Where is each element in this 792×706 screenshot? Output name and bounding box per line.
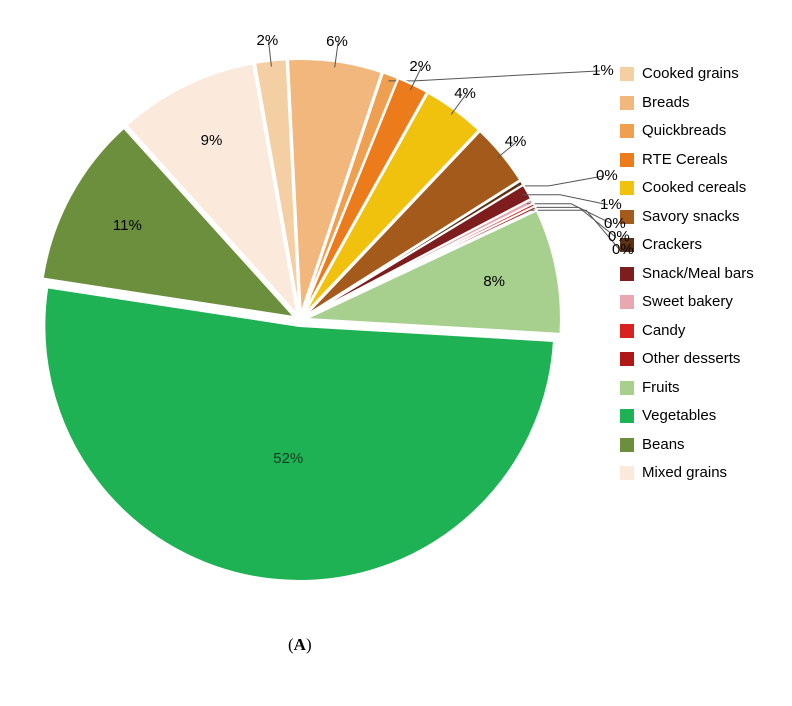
slice-pct-label: 1% (592, 62, 614, 79)
legend-item: Breads (620, 89, 754, 118)
slice-pct-label: 4% (505, 133, 527, 150)
legend-item: Other desserts (620, 345, 754, 374)
legend-item: Sweet bakery (620, 288, 754, 317)
slice-pct-label: 0% (596, 167, 618, 184)
legend-swatch (620, 466, 634, 480)
legend-swatch (620, 267, 634, 281)
legend-swatch (620, 352, 634, 366)
slice-pct-label: 2% (257, 32, 279, 49)
legend-label: RTE Cereals (642, 146, 728, 175)
legend-item: Fruits (620, 374, 754, 403)
legend-item: Savory snacks (620, 203, 754, 232)
legend-item: Quickbreads (620, 117, 754, 146)
legend-label: Beans (642, 431, 685, 460)
legend-swatch (620, 181, 634, 195)
legend-label: Fruits (642, 374, 680, 403)
legend-swatch (620, 295, 634, 309)
slice-pct-label: 11% (113, 217, 142, 234)
slice-pct-label: 2% (409, 58, 431, 75)
legend-swatch (620, 438, 634, 452)
legend-swatch (620, 381, 634, 395)
legend-swatch (620, 409, 634, 423)
legend-label: Mixed grains (642, 459, 727, 488)
legend-swatch (620, 324, 634, 338)
legend-item: Beans (620, 431, 754, 460)
legend-swatch (620, 67, 634, 81)
slice-pct-label: 6% (326, 33, 348, 50)
legend-item: RTE Cereals (620, 146, 754, 175)
legend-label: Quickbreads (642, 117, 726, 146)
legend-item: Cooked cereals (620, 174, 754, 203)
legend-label: Cooked cereals (642, 174, 746, 203)
legend-label: Savory snacks (642, 203, 740, 232)
pie-chart-container: Cooked grainsBreadsQuickbreadsRTE Cereal… (0, 0, 792, 706)
pie-slice (44, 287, 554, 581)
legend-swatch (620, 96, 634, 110)
legend-label: Sweet bakery (642, 288, 733, 317)
legend-item: Crackers (620, 231, 754, 260)
legend-label: Vegetables (642, 402, 716, 431)
legend-label: Breads (642, 89, 690, 118)
slice-pct-label: 0% (612, 241, 634, 258)
legend-label: Cooked grains (642, 60, 739, 89)
legend-swatch (620, 153, 634, 167)
slice-pct-label: 9% (201, 132, 223, 149)
legend-label: Crackers (642, 231, 702, 260)
chart-legend: Cooked grainsBreadsQuickbreadsRTE Cereal… (620, 60, 754, 488)
slice-pct-label: 1% (600, 196, 622, 213)
panel-label: (A) (288, 635, 312, 655)
slice-pct-label: 52% (273, 450, 303, 467)
legend-item: Snack/Meal bars (620, 260, 754, 289)
legend-label: Snack/Meal bars (642, 260, 754, 289)
legend-swatch (620, 124, 634, 138)
legend-label: Candy (642, 317, 685, 346)
legend-item: Cooked grains (620, 60, 754, 89)
slice-pct-label: 8% (483, 273, 505, 290)
legend-label: Other desserts (642, 345, 740, 374)
legend-item: Candy (620, 317, 754, 346)
legend-item: Vegetables (620, 402, 754, 431)
legend-item: Mixed grains (620, 459, 754, 488)
slice-pct-label: 4% (454, 85, 476, 102)
